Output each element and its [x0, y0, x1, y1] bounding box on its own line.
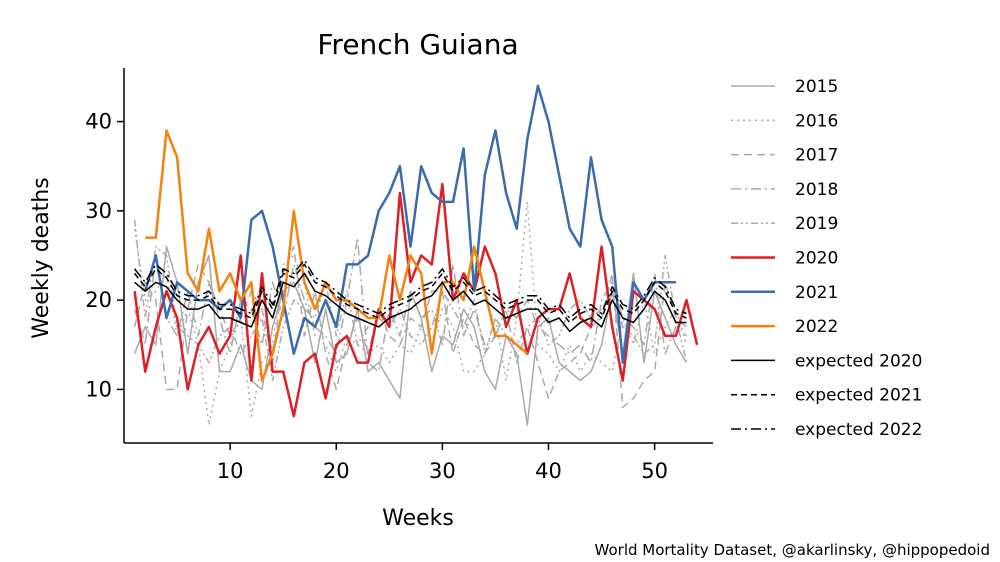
legend-label: 2015 [795, 77, 838, 97]
legend-label: 2020 [795, 249, 838, 269]
y-tick-label: 20 [85, 288, 112, 312]
credit-text: World Mortality Dataset, @akarlinsky, @h… [595, 541, 990, 559]
x-tick-label: 50 [641, 459, 668, 483]
series-line-2021 [144, 84, 676, 364]
legend-label: 2022 [795, 317, 838, 337]
series-line-2022 [145, 129, 529, 382]
plot-series [133, 84, 699, 426]
series-line-2020 [133, 182, 699, 418]
y-axis-label: Weekly deaths [29, 177, 54, 338]
legend-label: 2018 [795, 180, 838, 200]
series-line-2018 [133, 236, 687, 373]
legend-label: 2017 [795, 146, 838, 166]
y-tick-label: 30 [85, 199, 112, 223]
y-ticks: 10 20 30 40 [85, 110, 124, 401]
axes: 10 20 30 40 50 10 20 30 40 [85, 68, 713, 483]
series-line-expected-2021 [134, 263, 687, 324]
x-tick-label: 30 [429, 459, 456, 483]
legend-label: expected 2022 [795, 420, 922, 440]
y-tick-label: 10 [85, 377, 112, 401]
x-axis-label: Weeks [382, 506, 454, 531]
legend-label: 2019 [795, 214, 838, 234]
series-line-2017 [133, 245, 687, 409]
y-tick-label: 40 [85, 110, 112, 134]
series-line-expected-2022 [134, 259, 687, 319]
x-tick-label: 10 [217, 459, 244, 483]
series-line-expected-2020 [134, 272, 687, 333]
x-tick-label: 20 [323, 459, 350, 483]
legend-label: 2021 [795, 283, 838, 303]
series-line-2016 [133, 201, 688, 426]
legend: 2015 2016 2017 2018 2019 2020 2021 2022 expected… [731, 77, 922, 440]
series-line-2019 [133, 219, 688, 382]
x-tick-label: 40 [535, 459, 562, 483]
legend-label: expected 2020 [795, 351, 922, 371]
legend-label: 2016 [795, 111, 838, 131]
chart-title: French Guiana [317, 28, 518, 61]
legend-label: expected 2021 [795, 386, 922, 406]
x-ticks: 10 20 30 40 50 [217, 443, 668, 483]
